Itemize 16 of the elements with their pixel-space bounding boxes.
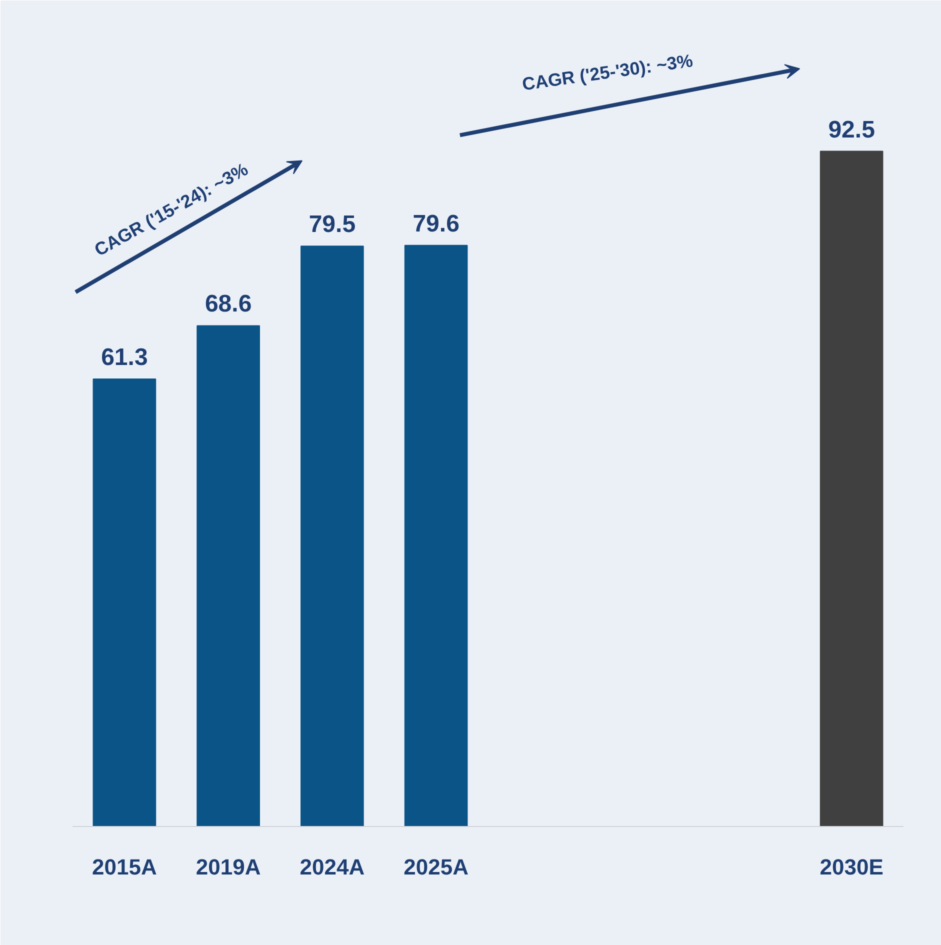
bar [404,244,468,826]
data-label: 68.6 [204,290,252,318]
data-label: 79.5 [308,211,356,238]
bar [820,150,884,826]
x-tick-label: 2015A [92,854,157,880]
annotation: CAGR ('25-'30): ~3% [520,50,694,94]
x-tick-label: 2030E [820,854,884,880]
x-tick-label: 2024A [300,854,365,880]
bar [92,378,156,826]
data-label: 79.6 [412,210,460,238]
data-label: 61.3 [101,344,148,372]
data-label: 92.5 [828,116,875,144]
x-tick-label: 2019A [196,854,261,880]
x-tick-label: 2025A [404,854,469,880]
bar [300,246,364,826]
bar [196,325,260,826]
